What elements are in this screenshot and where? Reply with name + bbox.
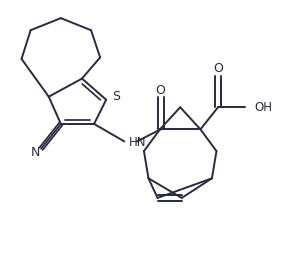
Text: O: O (213, 62, 223, 75)
Text: O: O (156, 84, 165, 97)
Text: HN: HN (128, 136, 146, 149)
Text: N: N (31, 146, 40, 159)
Text: OH: OH (254, 101, 272, 114)
Text: S: S (112, 90, 120, 103)
